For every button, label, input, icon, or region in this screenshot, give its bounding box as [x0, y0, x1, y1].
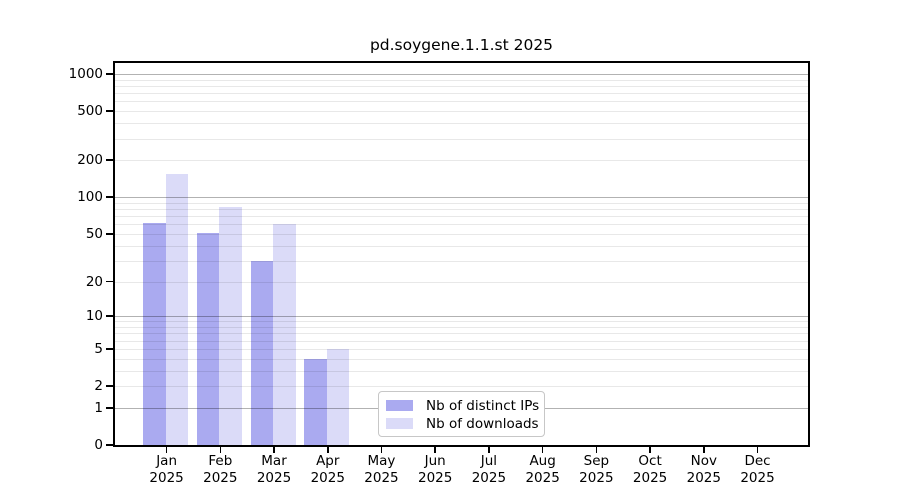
y-tick-label: 500: [77, 103, 103, 120]
x-tick-year: 2025: [632, 470, 668, 486]
x-tick-mark: [380, 447, 383, 453]
legend-item-downloads: Nb of downloads: [386, 415, 539, 432]
x-tick-mark: [327, 447, 329, 453]
x-tick-year: 2025: [418, 470, 453, 486]
legend-label-distinct-ips: Nb of distinct IPs: [426, 397, 540, 414]
x-tick-year: 2025: [149, 470, 184, 486]
y-tick-mark: [106, 315, 113, 317]
x-tick-mark: [434, 447, 436, 453]
y-tick-label: 0: [94, 437, 103, 453]
x-tick-label: Jun 2025: [403, 453, 467, 487]
x-tick-label: Oct 2025: [618, 453, 682, 487]
y-tick-mark: [106, 110, 113, 112]
x-tick-month: Jun: [424, 453, 446, 469]
y-tick-mark: [106, 385, 113, 387]
y-tick-label: 100: [77, 189, 103, 206]
y-tick-mark: [106, 233, 113, 235]
y-tick-mark: [106, 73, 113, 75]
y-tick-label: 20: [85, 273, 103, 290]
x-tick-year: 2025: [740, 470, 775, 486]
x-tick-month: Oct: [638, 453, 662, 469]
x-tick-mark: [756, 447, 759, 453]
plot-frame: [113, 61, 810, 447]
x-tick-month: Nov: [690, 453, 717, 469]
legend-label-downloads: Nb of downloads: [426, 415, 539, 432]
x-tick-mark: [649, 447, 651, 453]
y-tick-label: 2: [94, 378, 103, 394]
x-tick-label: Sep 2025: [564, 453, 628, 487]
legend-swatch-downloads-icon: [386, 418, 413, 429]
x-tick-label: Jan 2025: [135, 453, 199, 487]
x-tick-year: 2025: [525, 470, 560, 486]
y-tick-mark: [106, 280, 113, 283]
x-tick-label: Feb 2025: [188, 453, 252, 487]
x-tick-label: Mar 2025: [242, 453, 306, 487]
x-tick-month: Mar: [261, 453, 287, 469]
y-tick-mark: [106, 444, 113, 446]
x-tick-year: 2025: [310, 470, 345, 486]
x-tick-mark: [595, 447, 598, 453]
x-tick-year: 2025: [364, 470, 399, 486]
y-tick-mark: [106, 159, 113, 161]
x-tick-month: May: [367, 453, 396, 469]
y-tick-label: 200: [77, 152, 103, 169]
x-tick-month: Sep: [583, 453, 610, 469]
x-tick-mark: [703, 447, 705, 453]
y-tick-label: 1000: [68, 65, 103, 82]
x-tick-mark: [273, 447, 275, 453]
x-tick-mark: [165, 447, 168, 453]
x-tick-label: Aug 2025: [511, 453, 575, 487]
y-tick-label: 5: [94, 340, 103, 357]
x-tick-year: 2025: [686, 470, 721, 486]
x-tick-month: Apr: [316, 453, 340, 469]
x-tick-year: 2025: [579, 470, 614, 486]
x-tick-label: Dec 2025: [726, 453, 790, 487]
y-tick-mark: [106, 348, 113, 350]
y-tick-mark: [106, 407, 113, 409]
x-tick-label: Apr 2025: [296, 453, 360, 487]
x-tick-label: May 2025: [349, 453, 413, 487]
y-tick-label: 1: [94, 399, 103, 416]
x-tick-label: Nov 2025: [672, 453, 736, 487]
x-tick-year: 2025: [256, 470, 292, 486]
x-tick-month: Jan: [156, 453, 177, 469]
x-tick-year: 2025: [471, 470, 507, 486]
x-tick-month: Dec: [744, 453, 771, 469]
x-tick-mark: [219, 447, 222, 453]
x-tick-year: 2025: [203, 470, 238, 486]
x-tick-month: Aug: [529, 453, 556, 469]
legend-box: Nb of distinct IPs Nb of downloads: [378, 391, 545, 437]
x-tick-month: Jul: [480, 453, 498, 469]
x-tick-mark: [488, 447, 490, 453]
y-tick-mark: [106, 196, 113, 198]
y-tick-label: 10: [85, 308, 103, 325]
legend-item-distinct-ips: Nb of distinct IPs: [386, 397, 540, 414]
legend-swatch-distinct-ips-icon: [386, 400, 413, 411]
x-tick-mark: [541, 447, 544, 453]
chart-title: pd.soygene.1.1.st 2025: [369, 36, 554, 54]
y-tick-label: 50: [85, 225, 103, 242]
x-tick-label: Jul 2025: [457, 453, 521, 487]
x-tick-month: Feb: [208, 453, 233, 469]
